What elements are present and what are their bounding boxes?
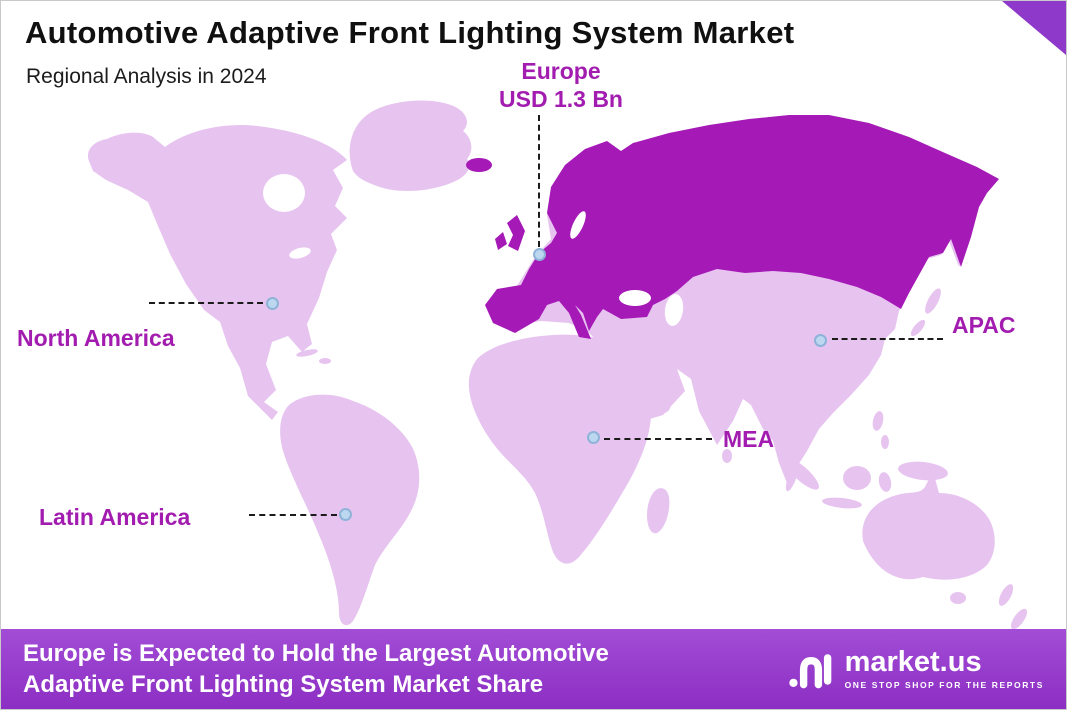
label-europe-value: USD 1.3 Bn — [499, 86, 623, 112]
marker-dot-latin-america — [339, 508, 352, 521]
corner-decoration-triangle — [1002, 1, 1066, 55]
leader-line-latin-america — [249, 514, 337, 516]
continent-greenland — [349, 100, 472, 192]
island-sri-lanka — [722, 449, 732, 463]
baltic-sea — [570, 211, 586, 239]
label-europe-name: Europe — [521, 58, 601, 84]
island-hispaniola — [319, 358, 331, 364]
marker-dot-mea — [587, 431, 600, 444]
brand-text: market.us ONE STOP SHOP FOR THE REPORTS — [844, 646, 1044, 691]
island-cuba — [296, 349, 318, 357]
label-mea: MEA — [723, 426, 775, 452]
label-europe: Europe USD 1.3 Bn — [471, 57, 651, 113]
footer-banner: Europe is Expected to Hold the Largest A… — [1, 629, 1066, 709]
continent-australia — [862, 471, 995, 580]
page-title: Automotive Adaptive Front Lighting Syste… — [25, 15, 795, 50]
island-philippines-south — [881, 435, 889, 449]
leader-line-mea — [604, 438, 712, 440]
caspian-sea — [664, 294, 684, 326]
banner-note-line1: Europe is Expected to Hold the Largest A… — [23, 640, 609, 667]
brand-tagline: ONE STOP SHOP FOR THE REPORTS — [844, 680, 1044, 690]
black-sea — [619, 290, 651, 306]
island-japan-honshu — [925, 288, 941, 314]
continent-north-america — [87, 125, 347, 420]
great-lakes — [289, 247, 311, 259]
island-tasmania — [950, 592, 966, 604]
island-iceland — [466, 158, 492, 172]
island-philippines-north — [872, 411, 884, 431]
island-japan-kyushu — [910, 319, 926, 337]
island-java — [822, 497, 862, 509]
label-apac: APAC — [952, 312, 1016, 338]
marker-dot-apac — [814, 334, 827, 347]
banner-note-line2: Adaptive Front Lighting System Market Sh… — [23, 671, 544, 698]
region-europe-russia-highlight — [485, 115, 999, 339]
leader-line-apac — [832, 338, 943, 340]
hudson-bay — [263, 174, 305, 212]
island-borneo — [843, 466, 871, 490]
market-us-logo-icon — [788, 654, 831, 689]
banner-note: Europe is Expected to Hold the Largest A… — [23, 638, 609, 700]
marker-dot-north-america — [266, 297, 279, 310]
island-ireland — [495, 232, 507, 250]
island-sulawesi — [878, 472, 892, 492]
label-latin-america: Latin America — [39, 504, 191, 530]
marker-dot-europe — [533, 248, 546, 261]
island-new-guinea — [898, 461, 948, 481]
brand-name: market.us — [844, 646, 982, 678]
leader-line-europe — [538, 115, 540, 247]
island-sumatra — [784, 458, 820, 490]
island-great-britain — [507, 215, 525, 251]
brand-block: market.us ONE STOP SHOP FOR THE REPORTS — [787, 646, 1044, 692]
island-new-zealand-south — [1010, 608, 1028, 630]
island-new-zealand-north — [998, 584, 1014, 606]
page-subtitle: Regional Analysis in 2024 — [26, 65, 267, 88]
label-north-america: North America — [17, 325, 175, 351]
leader-line-north-america — [149, 302, 263, 304]
island-madagascar — [647, 488, 670, 534]
